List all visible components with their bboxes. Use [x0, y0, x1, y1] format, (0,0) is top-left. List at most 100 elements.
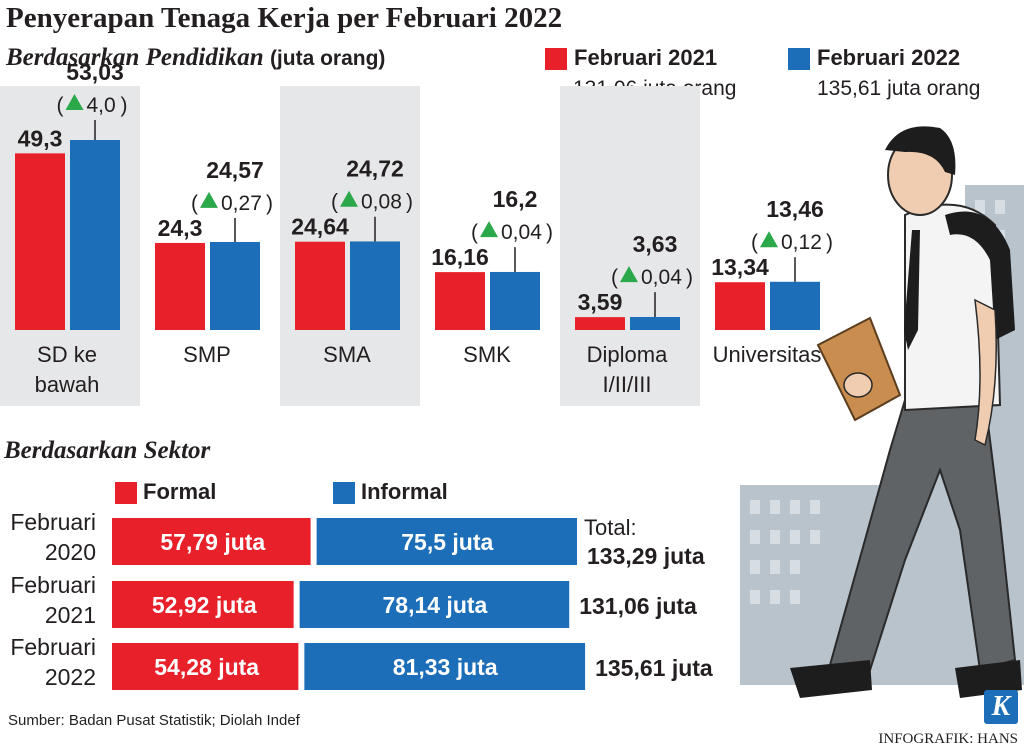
row-label-0-0: Februari [10, 509, 96, 535]
change-up-icon-5 [760, 231, 778, 248]
change-open-paren-3: ( [471, 221, 478, 244]
bar-2021-2 [295, 241, 345, 330]
infographic-credit: INFOGRAFIK: HANS [878, 731, 1018, 747]
legend-swatch-informal [333, 482, 355, 504]
category-label-4-0: Diploma [587, 342, 668, 367]
education-heading: Berdasarkan Pendidikan (juta orang) [6, 44, 385, 72]
category-label-4-1: I/II/III [603, 372, 652, 397]
change-value-3: 0,04 [501, 221, 542, 244]
row-label-1-1: 2021 [45, 602, 96, 628]
value-label-2021-5: 13,34 [711, 254, 769, 280]
value-label-2021-0: 49,3 [18, 125, 63, 151]
total-value-0: 133,29 juta [587, 543, 705, 569]
bar-informal-1 [299, 581, 570, 628]
category-label-5-0: Universitas [713, 342, 822, 367]
legend-swatch-2021 [545, 48, 567, 70]
bar-2022-5 [770, 281, 820, 330]
change-close-paren-3: ) [546, 221, 553, 244]
value-label-2022-3: 16,2 [493, 186, 538, 212]
change-open-paren-1: ( [191, 192, 198, 215]
value-label-2021-2: 24,64 [291, 214, 349, 240]
change-close-paren-4: ) [686, 266, 693, 289]
change-open-paren-5: ( [751, 231, 758, 254]
bar-informal-2 [304, 643, 586, 690]
value-label-2021-1: 24,3 [158, 215, 203, 241]
legend-label-informal: Informal [361, 479, 448, 504]
value-label-2022-5: 13,46 [766, 196, 824, 222]
formal-value-2: 54,28 juta [154, 654, 259, 680]
bar-2022-2 [350, 241, 400, 330]
bar-2022-4 [630, 316, 680, 330]
category-label-3-0: SMK [463, 342, 511, 367]
informal-value-2: 81,33 juta [393, 654, 498, 680]
bar-2022-0 [70, 140, 120, 330]
bar-2022-3 [490, 271, 540, 330]
change-value-4: 0,04 [641, 266, 682, 289]
total-value-2: 135,61 juta [595, 655, 713, 681]
category-label-0-0: SD ke [37, 342, 97, 367]
change-up-icon-1 [200, 191, 218, 208]
category-label-2-0: SMA [323, 342, 371, 367]
bar-formal-0 [112, 518, 311, 565]
total-value-1: 131,06 juta [579, 593, 697, 619]
legend-sub-2022: 135,61 juta orang [817, 77, 981, 100]
bar-informal-0 [316, 518, 577, 565]
education-heading-text: Berdasarkan Pendidikan [6, 44, 264, 71]
category-label-0-1: bawah [35, 372, 100, 397]
change-close-paren-5: ) [826, 231, 833, 254]
change-up-icon-2 [340, 190, 358, 207]
bar-2021-5 [715, 282, 765, 330]
category-label-1-0: SMP [183, 342, 231, 367]
value-label-2021-3: 16,16 [431, 244, 489, 270]
bar-2022-1 [210, 241, 260, 330]
formal-value-1: 52,92 juta [152, 592, 257, 618]
category-panel-4 [560, 86, 700, 406]
bar-2021-4 [575, 317, 625, 330]
change-open-paren-0: ( [57, 94, 64, 117]
informal-value-1: 78,14 juta [382, 592, 487, 618]
value-label-2022-4: 3,63 [633, 231, 678, 257]
row-label-2-0: Februari [10, 634, 96, 660]
legend-label-formal: Formal [143, 479, 217, 504]
change-close-paren-1: ) [266, 192, 273, 215]
change-value-2: 0,08 [361, 191, 402, 214]
informal-value-0: 75,5 juta [401, 529, 493, 555]
legend-swatch-2022 [788, 48, 810, 70]
change-value-0: 4,0 [87, 94, 116, 117]
change-value-5: 0,12 [781, 231, 822, 254]
row-label-0-1: 2020 [45, 539, 96, 565]
bar-formal-2 [112, 643, 299, 690]
value-label-2022-2: 24,72 [346, 156, 404, 182]
value-label-2021-4: 3,59 [578, 289, 623, 315]
change-up-icon-3 [480, 221, 498, 238]
change-value-1: 0,27 [221, 192, 262, 215]
change-close-paren-0: ) [121, 94, 128, 117]
legend-label-2021: Februari 2021 [574, 45, 718, 70]
sector-heading: Berdasarkan Sektor [4, 437, 211, 464]
page-title: Penyerapan Tenaga Kerja per Februari 202… [6, 2, 563, 34]
change-open-paren-2: ( [331, 191, 338, 214]
change-up-icon-0 [65, 94, 84, 110]
bar-2021-0 [15, 153, 65, 330]
education-unit: (juta orang) [269, 47, 386, 70]
change-open-paren-4: ( [611, 266, 618, 289]
value-label-2022-1: 24,57 [206, 157, 264, 183]
legend-label-2022: Februari 2022 [817, 45, 961, 70]
change-close-paren-2: ) [406, 191, 413, 214]
kompas-logo: K [984, 690, 1018, 724]
row-label-2-1: 2022 [45, 664, 96, 690]
bar-2021-3 [435, 272, 485, 330]
change-up-icon-4 [620, 266, 638, 283]
bar-2021-1 [155, 242, 205, 330]
legend-swatch-formal [115, 482, 137, 504]
row-label-1-0: Februari [10, 572, 96, 598]
total-label: Total: [584, 515, 637, 540]
bar-formal-1 [112, 581, 294, 628]
formal-value-0: 57,79 juta [160, 529, 265, 555]
education-bar-chart: 49,353,03(4,0)SD kebawah24,324,57(0,27)S… [0, 59, 833, 406]
source-note: Sumber: Badan Pusat Statistik; Diolah In… [8, 712, 300, 729]
value-label-2022-0: 53,03 [66, 59, 124, 85]
